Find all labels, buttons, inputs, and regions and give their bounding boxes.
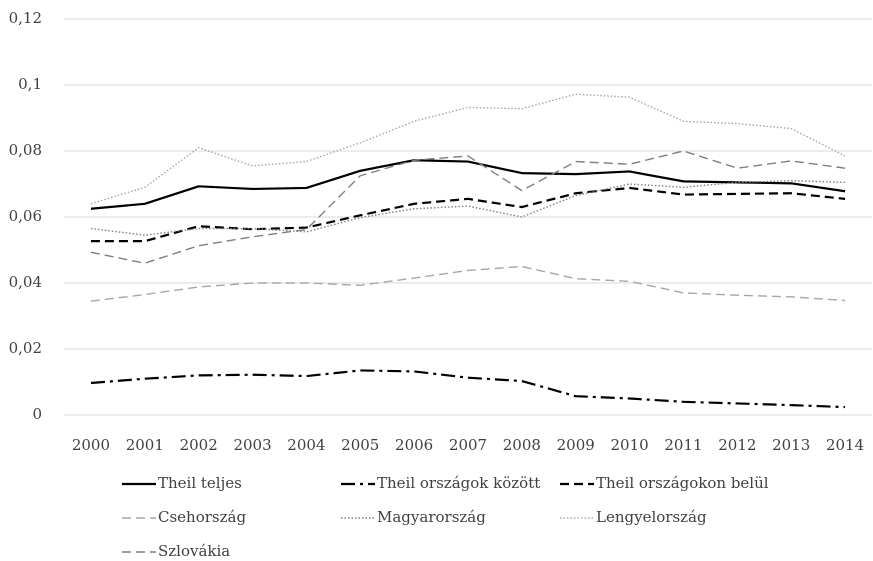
x-tick-label: 2011 [664,436,702,454]
legend-label: Szlovákia [158,542,230,560]
y-tick-label: 0 [32,405,42,423]
legend-label: Magyarország [377,508,486,526]
series-line [90,265,846,302]
legend-label: Theil országok között [377,474,540,492]
x-tick-label: 2010 [611,436,649,454]
x-tick-label: 2004 [287,436,325,454]
x-tick-label: 2009 [557,436,595,454]
x-tick-label: 2014 [826,436,864,454]
x-tick-label: 2012 [718,436,756,454]
x-tick-label: 2006 [395,436,433,454]
legend-label: Theil országokon belül [596,474,769,492]
series-line [90,179,846,236]
series-line [90,369,846,409]
x-tick-label: 2013 [772,436,810,454]
x-tick-label: 2002 [180,436,218,454]
y-tick-label: 0,08 [9,141,42,159]
x-tick-label: 2008 [503,436,541,454]
x-tick-label: 2001 [126,436,164,454]
y-tick-label: 0,06 [9,207,42,225]
x-tick-label: 2007 [449,436,487,454]
series-line [90,186,846,243]
x-tick-label: 2003 [233,436,271,454]
y-tick-label: 0,12 [9,9,42,27]
legend-label: Lengyelország [596,508,707,526]
legend-label: Theil teljes [158,474,242,492]
y-tick-label: 0,02 [9,339,42,357]
y-tick-label: 0,04 [9,273,42,291]
y-tick-label: 0,1 [18,75,42,93]
x-tick-label: 2000 [72,436,110,454]
legend-label: Csehország [158,508,246,526]
x-tick-label: 2005 [341,436,379,454]
series-line [90,150,846,264]
series-line [90,159,846,210]
